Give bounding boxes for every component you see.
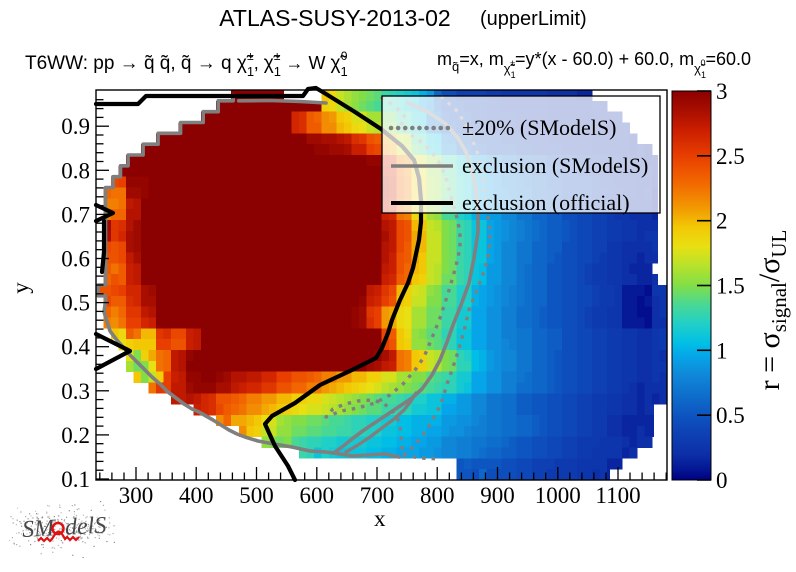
svg-text:1000: 1000 — [535, 483, 581, 508]
svg-text:600: 600 — [300, 483, 335, 508]
svg-text:2: 2 — [716, 209, 728, 234]
svg-text:0.3: 0.3 — [61, 379, 90, 404]
svg-text:2.5: 2.5 — [716, 144, 745, 169]
svg-text:y: y — [8, 282, 33, 294]
svg-text:0.5: 0.5 — [716, 403, 745, 428]
svg-text:0.4: 0.4 — [61, 335, 90, 360]
svg-text:0.9: 0.9 — [61, 114, 90, 139]
svg-text:delS: delS — [64, 513, 107, 541]
svg-text:1: 1 — [716, 338, 728, 363]
svg-text:700: 700 — [360, 483, 395, 508]
svg-text:0.7: 0.7 — [61, 202, 90, 227]
svg-text:900: 900 — [480, 483, 515, 508]
svg-text:0.5: 0.5 — [61, 291, 90, 316]
svg-text:x: x — [374, 506, 386, 531]
svg-text:1.5: 1.5 — [716, 274, 745, 299]
svg-text:1100: 1100 — [595, 483, 640, 508]
svg-text:800: 800 — [420, 483, 455, 508]
svg-text:(upperLimit): (upperLimit) — [480, 8, 587, 30]
svg-text:±20% (SModelS): ±20% (SModelS) — [462, 115, 616, 140]
svg-text:0: 0 — [716, 468, 728, 493]
svg-text:0.1: 0.1 — [61, 467, 90, 492]
svg-text:exclusion (SModelS): exclusion (SModelS) — [462, 153, 648, 178]
svg-text:3: 3 — [716, 79, 728, 104]
svg-text:400: 400 — [179, 483, 214, 508]
svg-text:500: 500 — [239, 483, 274, 508]
svg-text:0.2: 0.2 — [61, 423, 90, 448]
svg-text:ATLAS-SUSY-2013-02: ATLAS-SUSY-2013-02 — [219, 5, 450, 31]
svg-text:0.6: 0.6 — [61, 247, 90, 272]
svg-text:0.8: 0.8 — [61, 158, 90, 183]
svg-text:300: 300 — [119, 483, 154, 508]
svg-text:SM: SM — [21, 515, 56, 543]
svg-text:exclusion (official): exclusion (official) — [462, 190, 630, 215]
